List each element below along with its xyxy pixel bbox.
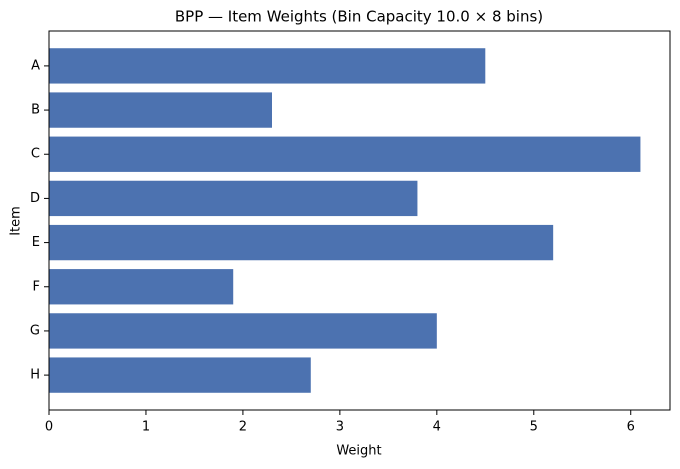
y-tick-label: B bbox=[31, 103, 40, 118]
y-tick-label: D bbox=[30, 191, 40, 206]
y-tick-label: C bbox=[31, 147, 40, 162]
y-tick-label: H bbox=[30, 368, 40, 383]
plot-frame bbox=[48, 30, 671, 411]
bar bbox=[49, 269, 234, 305]
y-tick-label: E bbox=[32, 235, 40, 250]
bar bbox=[49, 136, 641, 172]
bar bbox=[49, 313, 437, 349]
x-tick-label: 3 bbox=[336, 420, 344, 435]
x-tick-label: 5 bbox=[530, 420, 538, 435]
x-tick-label: 2 bbox=[239, 420, 247, 435]
y-tick-label: G bbox=[30, 323, 40, 338]
x-tick-label: 6 bbox=[627, 420, 635, 435]
bar bbox=[49, 48, 486, 84]
bar bbox=[49, 92, 272, 128]
x-axis-label: Weight bbox=[336, 444, 381, 459]
x-tick-label: 4 bbox=[433, 420, 441, 435]
chart-title: BPP — Item Weights (Bin Capacity 10.0 × … bbox=[175, 8, 543, 26]
y-tick-label: A bbox=[31, 58, 40, 73]
x-tick-label: 0 bbox=[45, 420, 53, 435]
y-tick-label: F bbox=[33, 279, 40, 294]
bar bbox=[49, 357, 311, 393]
bar bbox=[49, 224, 554, 261]
bar bbox=[49, 180, 418, 217]
x-tick-label: 1 bbox=[142, 420, 150, 435]
y-axis-label: Item bbox=[9, 206, 24, 236]
